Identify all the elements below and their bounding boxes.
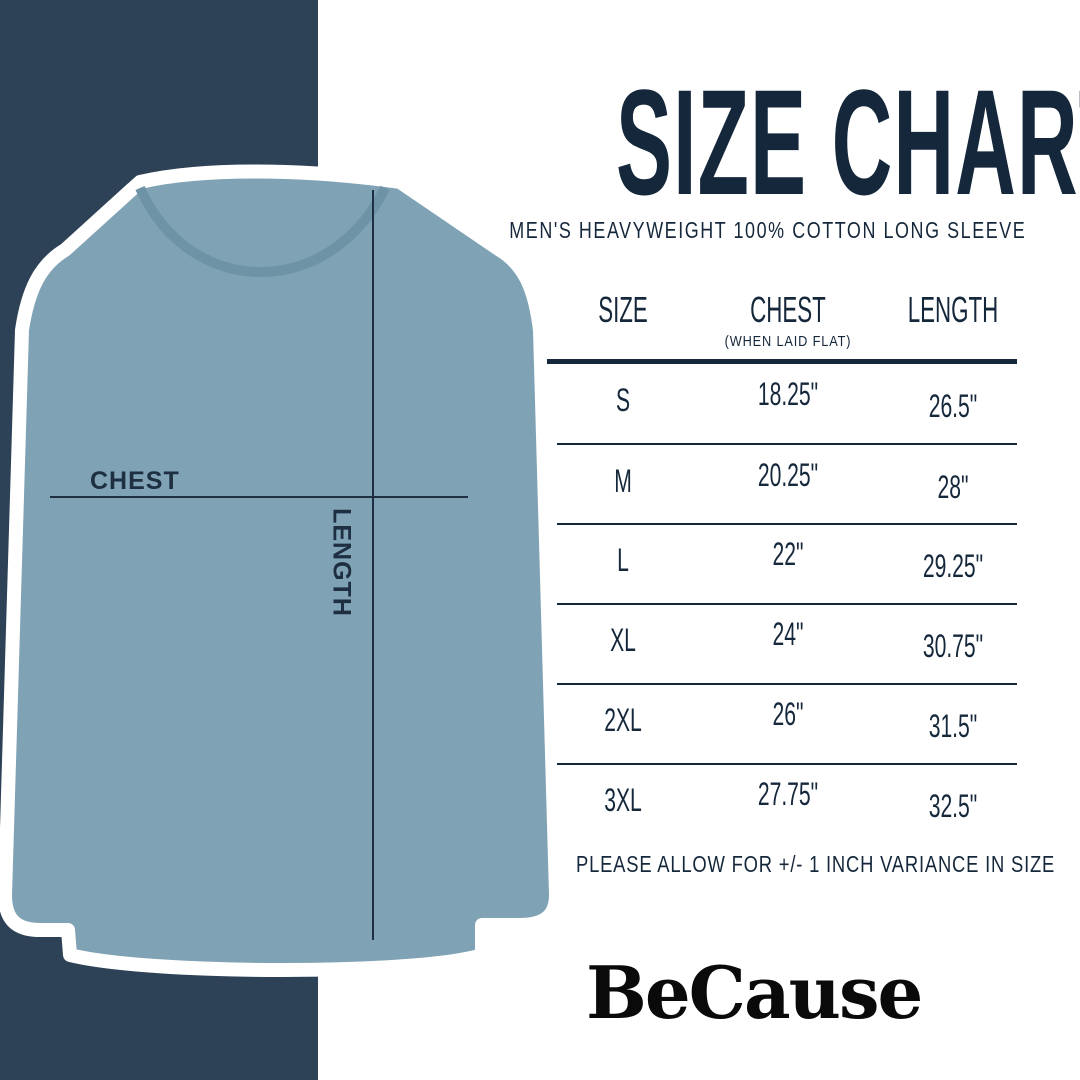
header-divider	[547, 359, 1017, 364]
cell-length: 30.75"	[922, 628, 984, 664]
cell-chest: 26"	[772, 696, 804, 732]
cell-chest: 20.25"	[757, 457, 819, 493]
cell-size: M	[614, 463, 632, 499]
cell-chest: 18.25"	[757, 376, 819, 412]
chest-label: CHEST	[90, 467, 180, 495]
cell-length: 29.25"	[922, 548, 984, 584]
cell-length: 26.5"	[928, 388, 978, 424]
row-divider	[557, 523, 1017, 525]
length-label: LENGTH	[327, 508, 356, 617]
row-divider	[557, 603, 1017, 605]
cell-size: L	[617, 542, 629, 578]
cell-size: 2XL	[604, 702, 642, 738]
header-chest: CHEST	[750, 289, 826, 330]
cell-length: 32.5"	[928, 788, 978, 824]
row-divider	[557, 683, 1017, 685]
cell-size: S	[615, 382, 631, 418]
page-title: SIZE CHART	[616, 58, 1080, 226]
subtitle: MEN'S HEAVYWEIGHT 100% COTTON LONG SLEEV…	[509, 217, 1027, 243]
variance-note: PLEASE ALLOW FOR +/- 1 INCH VARIANCE IN …	[576, 851, 1056, 877]
row-divider	[557, 443, 1017, 445]
cell-chest: 22"	[772, 536, 804, 572]
cell-length: 28"	[937, 469, 969, 505]
cell-chest: 24"	[772, 616, 804, 652]
header-length: LENGTH	[907, 289, 999, 330]
brand-logo: BeCause	[586, 950, 923, 1035]
cell-length: 31.5"	[928, 708, 978, 744]
row-divider	[557, 763, 1017, 765]
cell-chest: 27.75"	[757, 776, 819, 812]
chest-note: (WHEN LAID FLAT)	[724, 333, 852, 350]
shirt-collar	[135, 185, 390, 277]
cell-size: 3XL	[604, 782, 642, 818]
shirt-outline	[0, 164, 563, 977]
header-size: SIZE	[598, 289, 648, 330]
cell-size: XL	[610, 622, 636, 658]
